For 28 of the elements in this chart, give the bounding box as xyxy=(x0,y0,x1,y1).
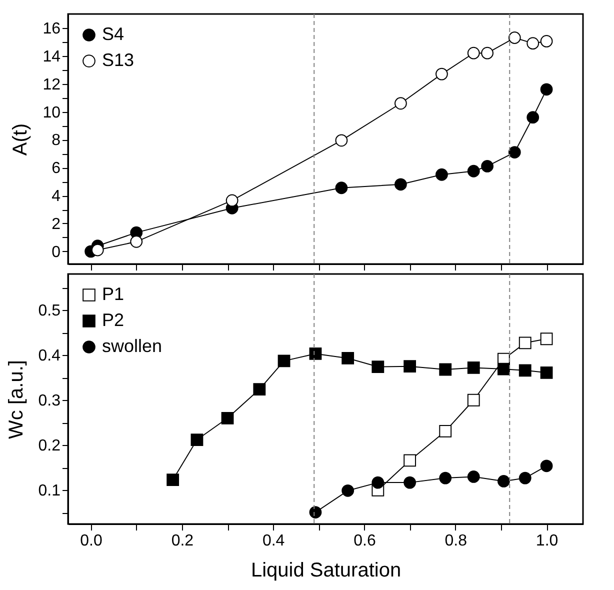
y-tick-label: 4 xyxy=(52,188,61,206)
y-tick-label: 12 xyxy=(42,76,61,94)
y-tick-label: 14 xyxy=(42,48,61,66)
y-tick-label: 0.5 xyxy=(38,302,61,320)
x-tick-label: 0.0 xyxy=(80,532,103,550)
y-tick-label: 16 xyxy=(42,20,61,38)
legend-label: P2 xyxy=(102,310,124,330)
legend-label: S4 xyxy=(102,24,124,44)
y-axis-title: Wc [a.u.] xyxy=(5,360,28,439)
y-tick-label: 2 xyxy=(52,216,61,233)
y-tick-label: 8 xyxy=(52,132,61,150)
y-tick-label: 0 xyxy=(52,244,61,261)
x-tick-label: 0.2 xyxy=(171,532,194,550)
x-axis-title: Liquid Saturation xyxy=(250,560,402,582)
y-tick-label: 0.4 xyxy=(38,348,61,365)
x-tick-label: 0.4 xyxy=(262,532,285,550)
y-tick-label: 10 xyxy=(42,104,61,122)
y-tick-label: 0.2 xyxy=(38,438,61,455)
legend-label: swollen xyxy=(102,336,162,356)
y-axis-title: A(t) xyxy=(10,123,32,156)
y-tick-label: 6 xyxy=(52,160,61,178)
y-tick-label: 0.1 xyxy=(38,482,61,500)
legend-label: P1 xyxy=(102,284,124,304)
legend-label: S13 xyxy=(102,50,134,70)
x-tick-label: 0.8 xyxy=(444,532,468,550)
x-tick-label: 1.0 xyxy=(536,532,558,550)
y-tick-label: 0.3 xyxy=(38,392,61,410)
x-tick-label: 0.6 xyxy=(354,532,376,550)
